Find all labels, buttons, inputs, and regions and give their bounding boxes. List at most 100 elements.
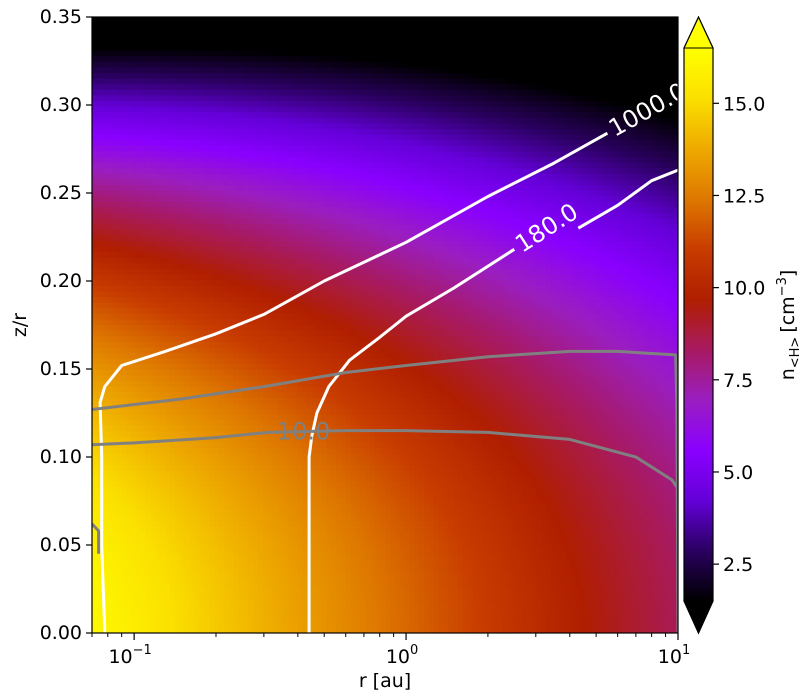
heatmap-cell — [131, 621, 137, 628]
heatmap-cell — [145, 218, 152, 225]
heatmap-cell — [155, 353, 161, 360]
heatmap-cell — [306, 157, 313, 164]
heatmap-cell — [126, 369, 132, 376]
heatmap-cell — [238, 123, 244, 130]
heatmap-cell — [126, 577, 132, 584]
heatmap-cell — [214, 414, 220, 421]
heatmap-cell — [175, 465, 181, 472]
heatmap-cell — [140, 313, 147, 320]
heatmap-cell — [248, 453, 254, 460]
heatmap-cell — [267, 95, 274, 102]
heatmap-cell — [189, 151, 196, 158]
heatmap-cell — [204, 560, 210, 567]
heatmap-cell — [248, 420, 254, 427]
heatmap-cell — [175, 179, 181, 186]
heatmap-cell — [101, 353, 108, 360]
heatmap-cell — [238, 448, 244, 455]
heatmap-cell — [253, 269, 259, 276]
heatmap-cell — [292, 453, 298, 460]
heatmap-cell — [267, 263, 274, 270]
heatmap-cell — [184, 123, 191, 130]
heatmap-cell — [287, 84, 293, 91]
heatmap-cell — [155, 140, 161, 147]
heatmap-cell — [150, 257, 157, 264]
heatmap-cell — [272, 465, 279, 472]
heatmap-cell — [267, 325, 274, 332]
heatmap-cell — [170, 392, 176, 399]
heatmap-cell — [189, 571, 196, 578]
heatmap-cell — [223, 353, 230, 360]
heatmap-cell — [204, 61, 210, 68]
heatmap-cell — [126, 476, 132, 483]
heatmap-cell — [165, 134, 171, 141]
heatmap-cell — [145, 89, 152, 96]
heatmap-cell — [160, 358, 166, 365]
heatmap-cell — [160, 246, 166, 253]
heatmap-cell — [287, 627, 293, 633]
heatmap-cell — [160, 291, 166, 298]
heatmap-cell — [121, 616, 127, 623]
heatmap-cell — [292, 560, 298, 567]
heatmap-cell — [179, 252, 186, 259]
heatmap-cell — [170, 95, 176, 102]
heatmap-cell — [121, 162, 127, 169]
heatmap-cell — [145, 448, 152, 455]
heatmap-cell — [218, 269, 225, 276]
heatmap-cell — [106, 78, 113, 85]
heatmap-cell — [106, 22, 113, 29]
heatmap-cell — [160, 521, 166, 528]
heatmap-cell — [301, 414, 308, 421]
heatmap-cell — [214, 543, 220, 550]
heatmap-cell — [126, 565, 132, 572]
heatmap-cell — [106, 274, 113, 281]
heatmap-cell — [96, 17, 103, 24]
heatmap-cell — [150, 560, 157, 567]
heatmap-cell — [155, 543, 161, 550]
heatmap-cell — [150, 571, 157, 578]
heatmap-cell — [228, 593, 235, 600]
heatmap-cell — [214, 185, 220, 192]
heatmap-cell — [121, 409, 127, 416]
heatmap-cell — [243, 487, 249, 494]
heatmap-cell — [194, 409, 201, 416]
heatmap-cell — [175, 22, 181, 29]
heatmap-cell — [209, 151, 215, 158]
heatmap-cell — [204, 78, 210, 85]
heatmap-cell — [204, 431, 210, 438]
heatmap-cell — [199, 313, 205, 320]
heatmap-cell — [223, 84, 230, 91]
heatmap-cell — [243, 515, 249, 522]
heatmap-cell — [267, 341, 274, 348]
heatmap-cell — [306, 386, 313, 393]
heatmap-cell — [184, 269, 191, 276]
heatmap-cell — [96, 218, 103, 225]
heatmap-cell — [135, 605, 142, 612]
heatmap-cell — [165, 302, 171, 309]
heatmap-cell — [292, 50, 298, 57]
heatmap-cell — [262, 448, 269, 455]
heatmap-cell — [179, 442, 186, 449]
heatmap-cell — [248, 95, 254, 102]
heatmap-cell — [145, 437, 152, 444]
heatmap-cell — [277, 95, 284, 102]
heatmap-cell — [301, 168, 308, 175]
heatmap-cell — [135, 336, 142, 343]
heatmap-cell — [277, 431, 284, 438]
heatmap-cell — [175, 252, 181, 259]
heatmap-cell — [150, 392, 157, 399]
heatmap-cell — [272, 196, 279, 203]
heatmap-cell — [145, 162, 152, 169]
heatmap-cell — [253, 168, 259, 175]
heatmap-cell — [282, 129, 288, 136]
heatmap-cell — [301, 571, 308, 578]
heatmap-cell — [301, 28, 308, 35]
heatmap-cell — [170, 409, 176, 416]
heatmap-cell — [262, 414, 269, 421]
heatmap-cell — [194, 621, 201, 628]
heatmap-cell — [214, 101, 220, 108]
heatmap-cell — [175, 448, 181, 455]
heatmap-cell — [297, 375, 303, 382]
heatmap-cell — [267, 448, 274, 455]
heatmap-cell — [179, 498, 186, 505]
heatmap-cell — [184, 504, 191, 511]
